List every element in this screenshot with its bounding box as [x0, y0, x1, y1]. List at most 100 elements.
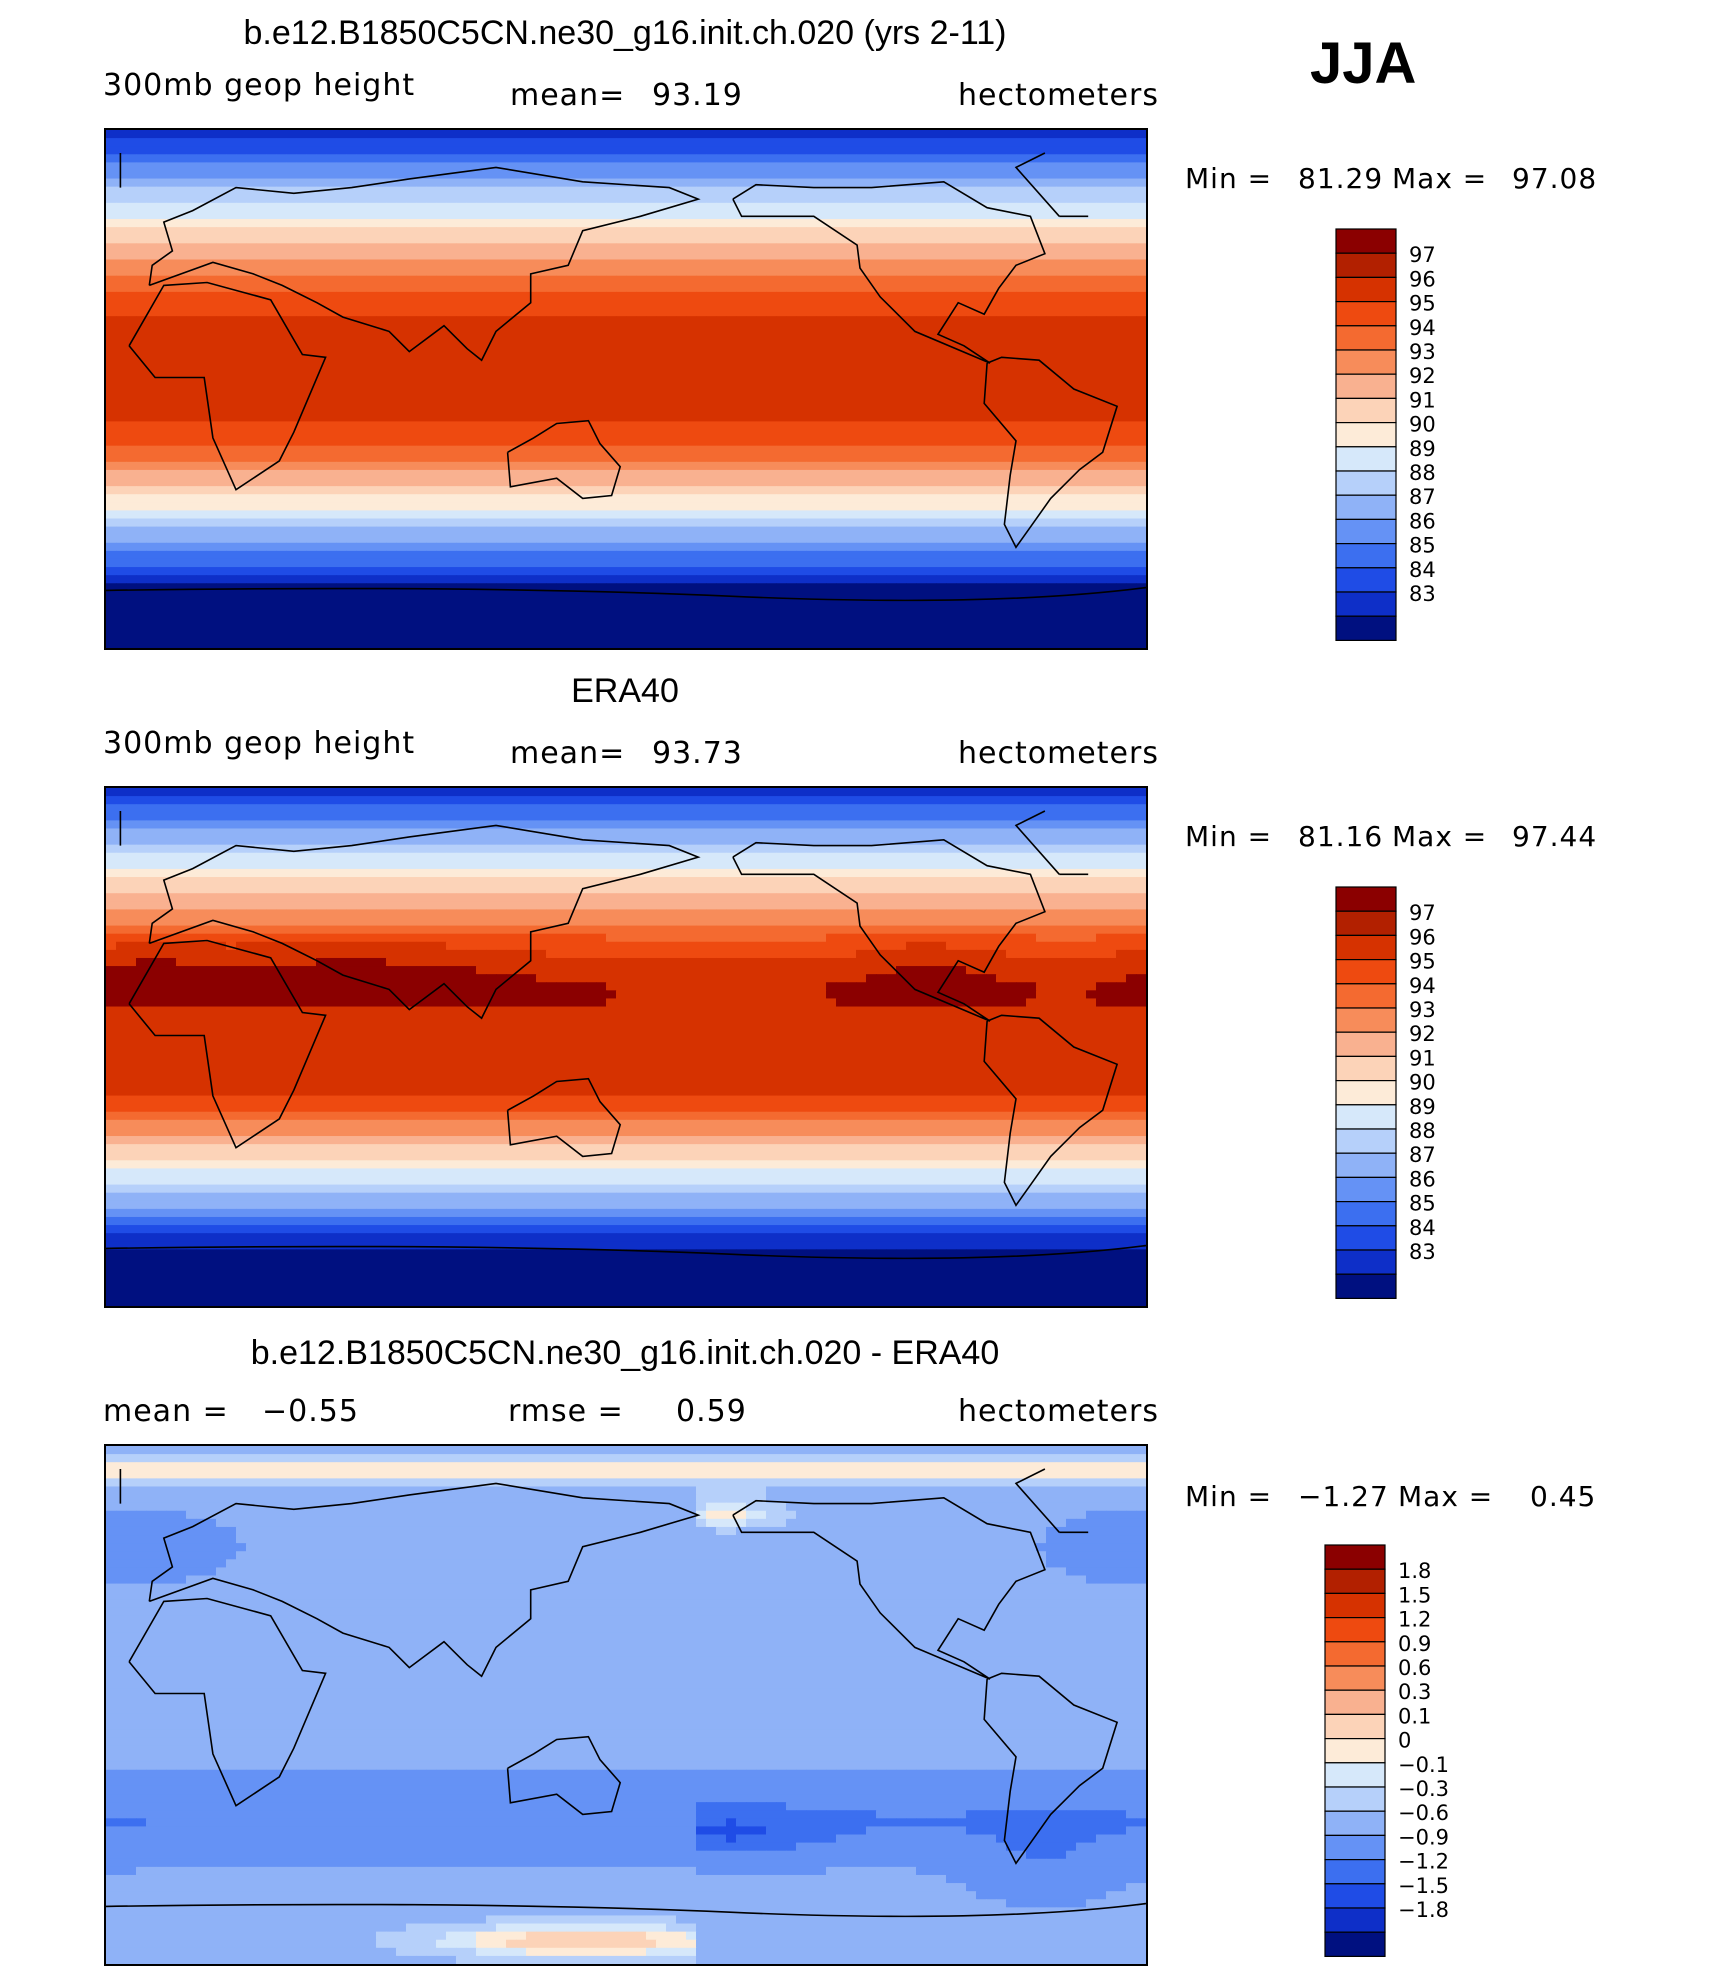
field-cell	[956, 170, 967, 180]
field-cell	[896, 186, 907, 196]
field-cell	[216, 494, 227, 503]
field-cell	[656, 267, 667, 277]
field-cell	[346, 275, 357, 285]
field-cell	[286, 202, 297, 212]
field-cell	[136, 219, 147, 228]
field-cell	[1086, 461, 1097, 471]
field-cell	[266, 356, 277, 366]
field-cell	[156, 219, 167, 228]
field-cell	[416, 291, 427, 301]
field-cell	[906, 267, 917, 277]
field-cell	[446, 267, 457, 277]
field-cell	[356, 251, 367, 261]
field-cell	[776, 275, 787, 285]
field-cell	[566, 186, 577, 196]
field-cell	[796, 291, 807, 301]
field-cell	[546, 380, 557, 390]
field-cell	[966, 324, 977, 333]
field-cell	[1006, 210, 1017, 220]
field-cell	[906, 356, 917, 366]
field-cell	[956, 453, 967, 463]
field-cell	[1066, 405, 1077, 414]
field-cell	[356, 405, 367, 414]
field-cell	[646, 146, 657, 155]
field-cell	[316, 348, 327, 358]
field-cell	[556, 308, 567, 317]
field-cell	[116, 445, 127, 455]
field-cell	[386, 413, 397, 422]
field-cell	[456, 316, 467, 325]
field-cell	[1016, 324, 1027, 333]
field-cell	[606, 413, 617, 422]
field-cell	[516, 186, 527, 196]
field-cell	[696, 251, 707, 261]
field-cell	[146, 162, 157, 172]
field-cell	[336, 275, 347, 285]
field-cell	[766, 251, 777, 261]
field-cell	[286, 178, 297, 188]
field-cell	[596, 429, 607, 439]
field-cell	[436, 291, 447, 301]
field-cell	[966, 421, 977, 431]
field-cell	[1116, 243, 1127, 252]
field-cell	[146, 340, 157, 350]
field-cell	[176, 316, 187, 325]
field-cell	[1046, 413, 1057, 422]
field-cell	[626, 324, 637, 333]
field-cell	[706, 251, 717, 261]
field-cell	[586, 138, 597, 147]
field-cell	[586, 429, 597, 439]
field-cell	[546, 154, 557, 163]
field-cell	[516, 146, 527, 155]
field-cell	[656, 405, 667, 414]
field-cell	[506, 291, 517, 301]
field-cell	[826, 162, 837, 172]
field-cell	[306, 356, 317, 366]
field-cell	[1116, 194, 1127, 204]
field-cell	[296, 380, 307, 390]
field-cell	[146, 389, 157, 398]
field-cell	[396, 469, 407, 479]
field-cell	[606, 332, 617, 342]
field-cell	[546, 332, 557, 342]
field-cell	[1066, 380, 1077, 390]
field-cell	[706, 356, 717, 366]
field-cell	[916, 421, 927, 431]
field-cell	[416, 405, 427, 414]
field-cell	[1096, 502, 1107, 511]
field-cell	[916, 461, 927, 471]
field-cell	[636, 494, 647, 503]
field-cell	[986, 219, 997, 228]
field-cell	[996, 267, 1007, 277]
field-cell	[856, 178, 867, 188]
field-cell	[416, 397, 427, 406]
field-cell	[626, 251, 637, 261]
field-cell	[456, 251, 467, 261]
field-cell	[1016, 138, 1027, 147]
field-cell	[126, 461, 137, 471]
field-cell	[886, 340, 897, 350]
field-cell	[226, 162, 237, 172]
field-cell	[446, 494, 457, 503]
field-cell	[766, 340, 777, 350]
field-cell	[896, 437, 907, 447]
field-cell	[336, 494, 347, 503]
field-cell	[206, 308, 217, 317]
field-cell	[906, 251, 917, 261]
field-cell	[146, 275, 157, 285]
field-cell	[346, 494, 357, 503]
field-cell	[236, 146, 247, 155]
field-cell	[556, 138, 567, 147]
field-cell	[366, 243, 377, 252]
field-cell	[1026, 210, 1037, 220]
field-cell	[646, 299, 657, 309]
field-cell	[236, 291, 247, 301]
field-cell	[846, 356, 857, 366]
field-cell	[436, 478, 447, 487]
field-cell	[616, 267, 627, 277]
field-cell	[386, 219, 397, 228]
field-cell	[666, 340, 677, 350]
field-cell	[816, 308, 827, 317]
field-cell	[576, 243, 587, 252]
field-cell	[146, 138, 157, 147]
